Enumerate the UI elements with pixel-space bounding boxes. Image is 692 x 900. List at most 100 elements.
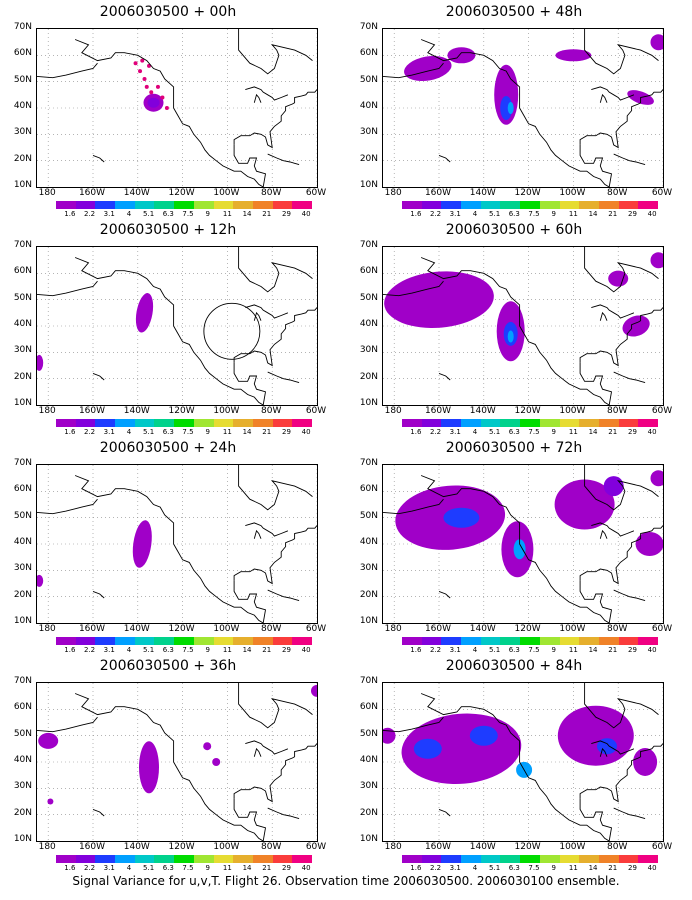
colorbar-label: 2.2 — [83, 646, 96, 654]
lat-label: 10N — [359, 834, 378, 844]
colorbar-swatch — [402, 419, 422, 427]
colorbar-label: 14 — [242, 864, 252, 872]
lon-label: 100W — [213, 188, 240, 198]
lat-label: 60N — [13, 48, 32, 59]
colorbar-label: 29 — [281, 210, 291, 218]
coastlines — [383, 29, 663, 187]
lat-label: 60N — [359, 48, 378, 59]
map-area — [36, 464, 318, 624]
colorbar-label: 9 — [205, 864, 210, 872]
colorbar-label: 14 — [588, 864, 598, 872]
colorbar-label: 9 — [551, 864, 556, 872]
panel-title: 2006030500 + 72h — [445, 440, 583, 456]
colorbar-swatch — [193, 419, 214, 427]
map-area — [382, 682, 664, 842]
lat-label: 50N — [13, 510, 32, 521]
coastlines — [37, 29, 317, 187]
lat-label: 20N — [359, 371, 378, 382]
lon-label: 140W — [123, 406, 150, 416]
lat-label: 10N — [13, 180, 32, 190]
colorbar-swatch — [233, 855, 253, 863]
colorbar-swatch — [500, 855, 521, 863]
colorbar-swatch — [421, 855, 442, 863]
panel-title: 2006030500 + 12h — [99, 222, 237, 238]
lat-label: 10N — [359, 398, 378, 408]
colorbar-label: 14 — [588, 210, 598, 218]
lat-label: 10N — [13, 834, 32, 844]
variance-shading — [133, 58, 169, 112]
colorbar-swatch — [559, 419, 580, 427]
lat-label: 30N — [359, 127, 378, 138]
lat-label: 60N — [359, 484, 378, 495]
lat-label: 40N — [359, 755, 378, 765]
panel-title: 2006030500 + 60h — [445, 222, 583, 238]
colorbar-swatch — [252, 201, 273, 209]
colorbar-label: 11 — [568, 428, 578, 436]
colorbar-swatch — [539, 855, 560, 863]
colorbar-swatch — [213, 419, 234, 427]
figure-caption: Signal Variance for u,v,T. Flight 26. Ob… — [72, 874, 620, 888]
lon-label: 180 — [38, 188, 56, 198]
colorbar-label: 11 — [568, 210, 578, 218]
variance-shading — [37, 520, 152, 587]
lon-label: 80W — [607, 406, 628, 416]
colorbar-label: 14 — [242, 210, 252, 218]
lat-label: 50N — [359, 292, 378, 303]
lon-label: 80W — [261, 842, 282, 852]
colorbar-label: 40 — [301, 864, 311, 872]
colorbar-swatch — [154, 637, 175, 645]
lon-label: 60W — [305, 188, 327, 198]
colorbar-label: 6.3 — [508, 646, 520, 654]
colorbar-label: 6.3 — [162, 210, 174, 218]
colorbar-swatch — [520, 419, 540, 427]
colorbar-label: 7.5 — [182, 646, 194, 654]
colorbar-label: 21 — [608, 428, 618, 436]
colorbar-label: 5.1 — [143, 646, 155, 654]
lon-label: 120W — [168, 406, 195, 416]
lon-label: 180 — [38, 842, 56, 852]
lon-label: 140W — [469, 406, 496, 416]
lon-label: 120W — [514, 842, 541, 852]
colorbar-swatch — [95, 855, 116, 863]
colorbar-label: 14 — [242, 646, 252, 654]
colorbar-swatch — [233, 419, 253, 427]
lat-label: 70N — [13, 240, 32, 250]
colorbar-label: 7.5 — [528, 646, 540, 654]
colorbar-label: 40 — [647, 210, 657, 218]
lat-label: 30N — [13, 563, 32, 574]
lon-label: 80W — [261, 624, 282, 634]
lon-label: 140W — [123, 188, 150, 198]
colorbar-label: 1.6 — [64, 864, 76, 872]
colorbar-label: 40 — [647, 646, 657, 654]
colorbar-label: 40 — [647, 864, 657, 872]
lon-label: 140W — [123, 624, 150, 634]
lat-label: 30N — [13, 781, 32, 792]
colorbar-label: 4 — [472, 646, 478, 654]
colorbar-swatch — [539, 637, 560, 645]
colorbar-swatch — [441, 201, 462, 209]
colorbar-swatch — [56, 637, 76, 645]
lat-label: 30N — [13, 127, 32, 138]
colorbar-swatch — [56, 419, 76, 427]
panel-title: 2006030500 + 24h — [99, 440, 237, 456]
lon-label: 180 — [384, 624, 402, 634]
colorbar-swatch — [213, 637, 234, 645]
colorbar-swatch — [56, 201, 76, 209]
lon-label: 120W — [168, 842, 195, 852]
lat-label: 60N — [13, 266, 32, 277]
lat-label: 40N — [13, 537, 32, 547]
colorbar-swatch — [292, 419, 312, 427]
colorbar-label: 1.6 — [64, 210, 76, 218]
map-panel: 2006030500 + 48h 70N 60N 50N 40N 30N 20N 10N 180… — [346, 0, 682, 225]
colorbar-label: 21 — [262, 210, 272, 218]
lat-label: 60N — [13, 702, 32, 713]
colorbar-swatch — [618, 855, 639, 863]
colorbar-label: 9 — [205, 428, 210, 436]
colorbar-label: 29 — [281, 864, 291, 872]
lon-label: 160W — [424, 406, 452, 416]
colorbar-swatch — [618, 419, 639, 427]
map-svg — [383, 683, 663, 841]
colorbar-swatch — [638, 201, 658, 209]
lon-label: 80W — [607, 842, 628, 852]
colorbar-label: 21 — [262, 646, 272, 654]
